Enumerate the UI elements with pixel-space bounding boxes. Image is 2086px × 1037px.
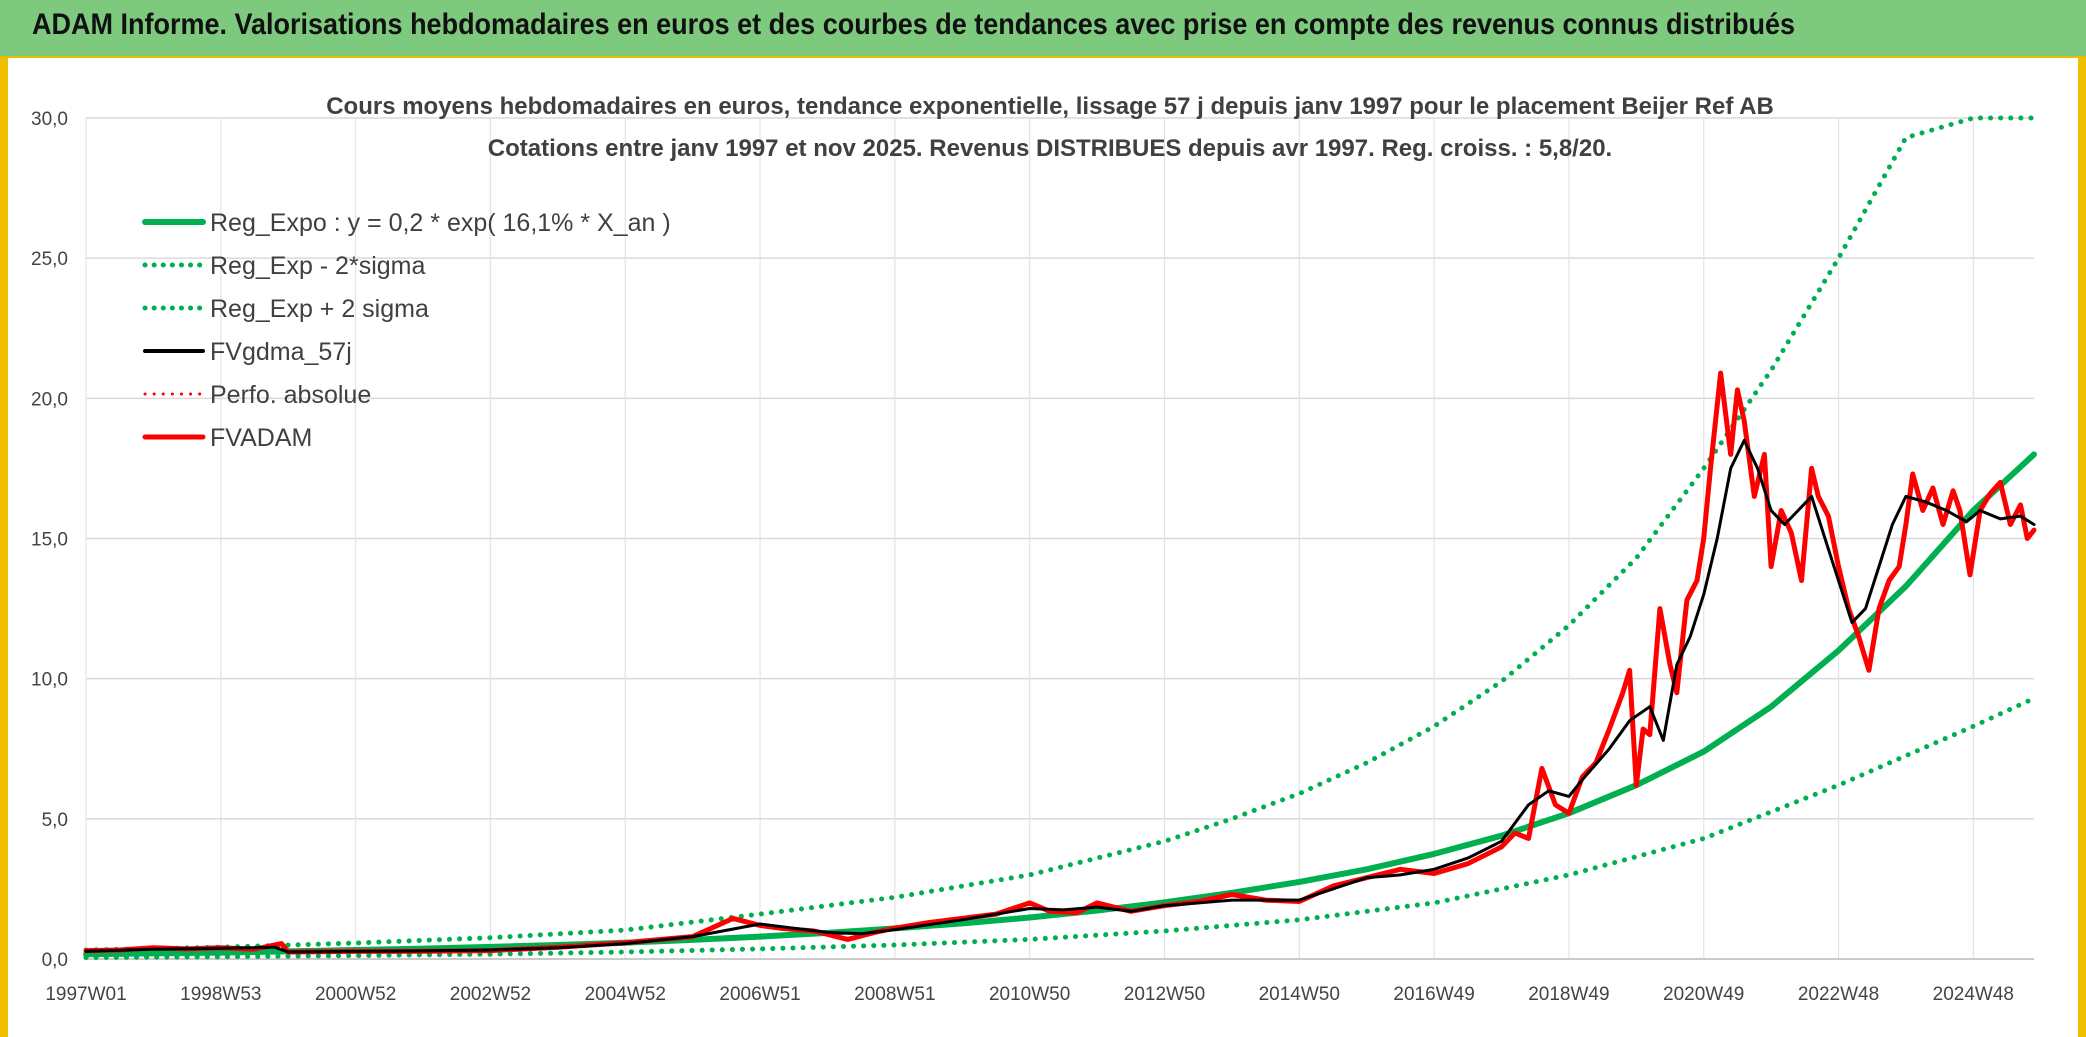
y-tick-label: 20,0 [31,389,68,410]
y-tick-label: 5,0 [42,810,68,831]
x-tick-label: 2008W51 [854,984,935,1005]
x-tick-label: 1997W01 [45,984,126,1005]
x-tick-label: 2014W50 [1259,984,1340,1005]
chart-subtitle: Cotations entre janv 1997 et nov 2025. R… [488,135,1612,162]
x-tick-label: 2022W48 [1798,984,1879,1005]
series-line-fvadam [83,370,2037,955]
x-tick-label: 2002W52 [450,984,531,1005]
series-line-reg-exp-2-sigma [83,695,2037,961]
x-tick-label: 2000W52 [315,984,396,1005]
series-line-reg-exp-2-sigma [83,115,2037,953]
report-title: ADAM Informe. Valorisations hebdomadaire… [32,8,1796,41]
legend-label: FVADAM [210,424,312,452]
x-tick-label: 2004W52 [585,984,666,1005]
line-chart: 0,0 5,0 10,0 15,0 20,0 25,0 30,0 1997W01 1998W5… [31,93,2037,1005]
y-tick-label: 25,0 [31,249,68,270]
legend-label: Reg_Exp + 2 sigma [210,295,429,323]
legend-label: Perfo. absolue [210,381,371,409]
legend-label: Reg_Expo : y = 0,2 * exp( 16,1% * X_an ) [210,209,671,237]
series-line-fvgdma-57j [84,438,2036,954]
x-tick-label: 2024W48 [1933,984,2014,1005]
y-tick-label: 0,0 [42,950,68,971]
header-banner: ADAM Informe. Valorisations hebdomadaire… [0,0,2086,58]
y-tick-label: 15,0 [31,530,68,551]
x-tick-label: 2006W51 [719,984,800,1005]
y-tick-label: 30,0 [31,109,68,130]
chart-frame: 0,0 5,0 10,0 15,0 20,0 25,0 30,0 1997W01 1998W5… [0,58,2086,1037]
legend-label: FVgdma_57j [210,338,352,366]
x-tick-label: 1998W53 [180,984,261,1005]
x-tick-label: 2018W49 [1528,984,1609,1005]
x-tick-label: 2010W50 [989,984,1070,1005]
y-tick-label: 10,0 [31,670,68,691]
legend: Reg_Expo : y = 0,2 * exp( 16,1% * X_an )… [142,209,671,452]
x-tick-label: 2020W49 [1663,984,1744,1005]
x-axis-ticks: 1997W01 1998W53 2000W52 2002W52 2004W52 2006W… [45,984,2014,1005]
series-lines [83,115,2037,961]
legend-label: Reg_Exp - 2*sigma [210,252,425,280]
series-line-reg-expo-y-0-2-exp-16-1-x-an [83,451,2037,958]
y-axis-ticks: 0,0 5,0 10,0 15,0 20,0 25,0 30,0 [31,109,68,971]
x-tick-label: 2012W50 [1124,984,1205,1005]
grid [85,117,2034,960]
chart-title: Cours moyens hebdomadaires en euros, ten… [326,93,1774,120]
x-tick-label: 2016W49 [1393,984,1474,1005]
